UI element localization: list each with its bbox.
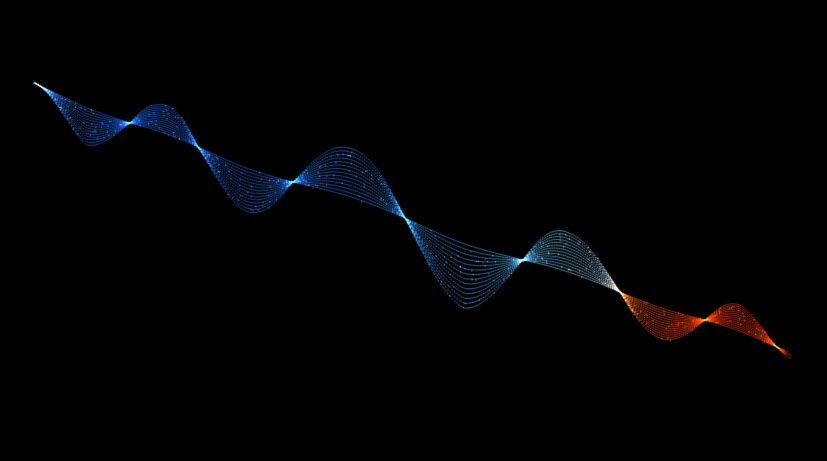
generative-wave-figure [0, 0, 827, 461]
page-background: { "figure": { "kind": "generative-sine-r… [0, 0, 827, 461]
wave-bundle-canvas [0, 0, 827, 461]
